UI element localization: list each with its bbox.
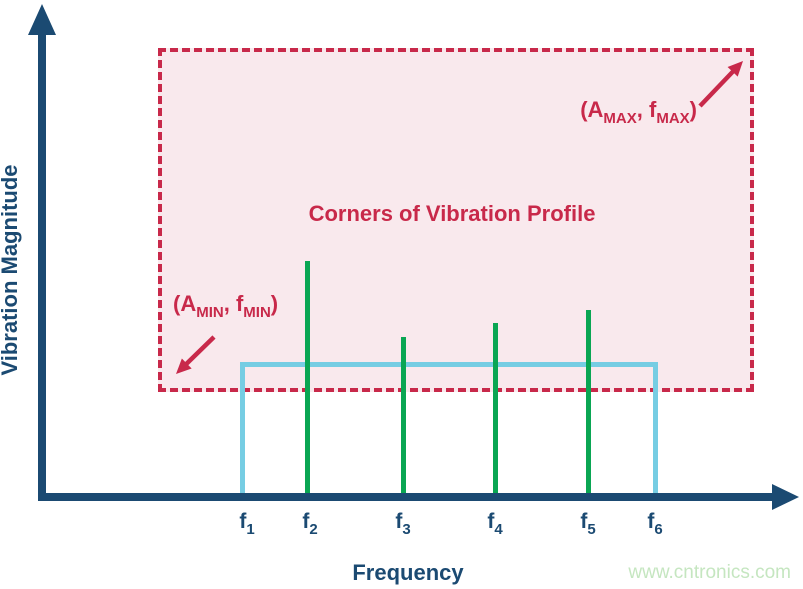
x-tick-f3: f3: [395, 510, 411, 538]
annotation-min: (AMIN, fMIN): [173, 291, 279, 321]
tone-spike-f4: [492, 323, 498, 497]
x-axis-line: [38, 493, 774, 501]
x-tick-f5: f5: [580, 510, 596, 538]
x-tick-f6: f6: [647, 510, 663, 538]
tone-spike-f3: [400, 337, 406, 497]
y-axis-line: [38, 28, 46, 501]
x-axis-arrow-icon: [772, 484, 799, 510]
x-tick-f2: f2: [302, 510, 318, 538]
x-axis-label: Frequency: [352, 560, 464, 585]
y-axis-label: Vibration Magnitude: [0, 164, 22, 376]
chart-title: Corners of Vibration Profile: [308, 201, 596, 226]
annotation-max: (AMAX, fMAX): [580, 97, 697, 127]
y-axis-arrow-icon: [28, 4, 56, 35]
x-tick-f4: f4: [487, 510, 503, 538]
watermark: www.cntronics.com: [628, 562, 791, 583]
flat-profile-outline: [240, 362, 658, 497]
tone-spike-f2: [304, 261, 310, 497]
vibration-profile-corners-region: [158, 48, 754, 392]
x-tick-f1: f1: [239, 510, 255, 538]
tone-spike-f5: [585, 310, 591, 497]
